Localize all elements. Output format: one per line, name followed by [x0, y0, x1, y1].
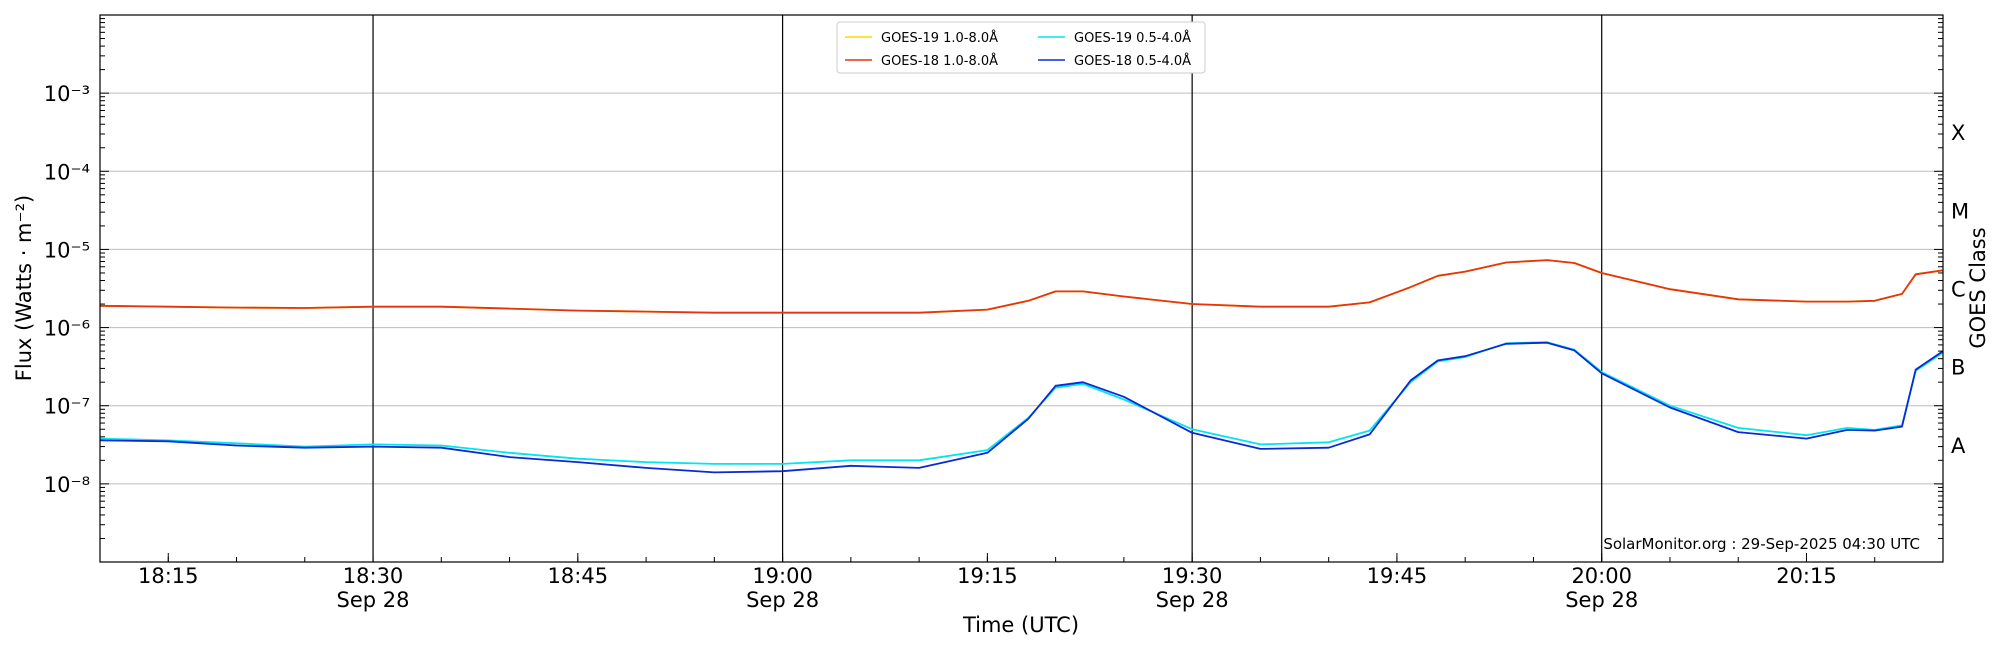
y-axis-ticks: 10⁻⁸ 10⁻⁷ 10⁻⁶ 10⁻⁵ 10⁻⁴ 10⁻³: [44, 18, 1943, 539]
credit-text: SolarMonitor.org : 29-Sep-2025 04:30 UTC: [1603, 535, 1920, 553]
x-tick-label: 20:00: [1571, 564, 1632, 588]
y-tick-label: 10⁻⁵: [44, 238, 90, 262]
x-tick-label: 18:30: [343, 564, 404, 588]
series-line: [99, 259, 1944, 314]
legend-label-goes19-long: GOES-19 1.0-8.0Å: [881, 30, 998, 46]
x-tick-date-label: Sep 28: [1156, 588, 1229, 612]
goes-class-label: M: [1951, 199, 1969, 223]
right-axis-label: GOES Class: [1966, 227, 1990, 348]
x-tick-date-label: Sep 28: [1565, 588, 1638, 612]
y-axis-label: Flux (Watts · m⁻²): [12, 195, 36, 381]
y-tick-label: 10⁻⁷: [44, 395, 90, 419]
legend-label-goes18-long: GOES-18 1.0-8.0Å: [881, 53, 998, 69]
x-tick-date-label: Sep 28: [746, 588, 819, 612]
x-tick-label: 19:45: [1367, 564, 1428, 588]
x-tick-label: 18:45: [548, 564, 609, 588]
plot-frame: [99, 14, 1944, 563]
y-tick-label: 10⁻³: [44, 82, 90, 106]
x-tick-label: 18:15: [138, 564, 199, 588]
x-tick-label: 20:15: [1776, 564, 1837, 588]
goes-class-label: B: [1951, 356, 1965, 380]
y-tick-label: 10⁻⁶: [44, 317, 90, 341]
time-marker-lines: [372, 15, 1603, 562]
x-tick-label: 19:15: [957, 564, 1018, 588]
series-line: [99, 259, 1944, 314]
goes-class-label: C: [1951, 278, 1966, 302]
x-tick-label: 19:00: [752, 564, 813, 588]
y-tick-label: 10⁻⁴: [44, 160, 90, 184]
goes-class-label: X: [1951, 121, 1965, 145]
y-tick-label: 10⁻⁸: [44, 473, 90, 497]
legend-box: [836, 21, 1206, 74]
x-tick-label: 19:30: [1162, 564, 1223, 588]
legend: GOES-19 1.0-8.0Å GOES-18 1.0-8.0Å GOES-1…: [836, 21, 1206, 74]
legend-label-goes19-short: GOES-19 0.5-4.0Å: [1074, 30, 1191, 46]
series-line: [99, 341, 1944, 465]
series-layer: [99, 259, 1944, 474]
legend-label-goes18-short: GOES-18 0.5-4.0Å: [1074, 53, 1191, 69]
x-axis-label: Time (UTC): [962, 613, 1079, 637]
goes-class-labels: A B C M X: [1951, 121, 1969, 458]
series-line: [99, 341, 1944, 474]
goes-class-label: A: [1951, 434, 1966, 458]
grid-layer: [100, 92, 1943, 485]
x-tick-date-label: Sep 28: [337, 588, 410, 612]
